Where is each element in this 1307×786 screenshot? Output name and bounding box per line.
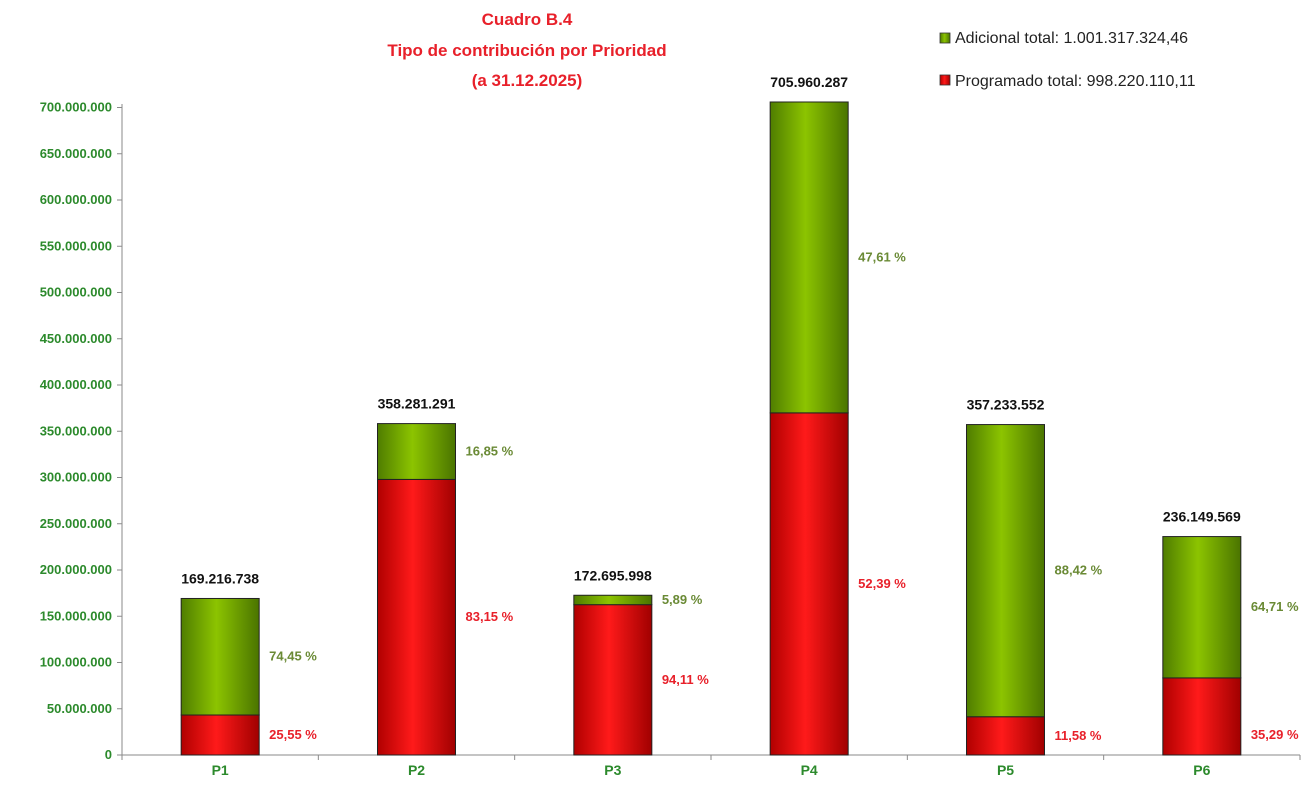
y-tick-label: 550.000.000 bbox=[40, 238, 112, 253]
bar-adicional-p4 bbox=[769, 101, 849, 414]
pct-label-adicional-p4: 47,61 % bbox=[858, 249, 906, 264]
y-tick-label: 200.000.000 bbox=[40, 562, 112, 577]
legend-swatch-adicional bbox=[939, 32, 951, 44]
bar-programado-p1 bbox=[180, 714, 260, 756]
x-tick-label: P6 bbox=[1193, 762, 1210, 778]
bar-adicional-p1 bbox=[180, 597, 260, 716]
x-tick-label: P4 bbox=[801, 762, 818, 778]
pct-label-programado-p2: 83,15 % bbox=[466, 609, 514, 624]
pct-label-programado-p4: 52,39 % bbox=[858, 576, 906, 591]
pct-label-programado-p3: 94,11 % bbox=[662, 672, 709, 687]
legend-label-adicional: Adicional total: 1.001.317.324,46 bbox=[955, 30, 1188, 47]
y-tick-label: 300.000.000 bbox=[40, 470, 112, 485]
pct-label-programado-p1: 25,55 % bbox=[269, 727, 317, 742]
x-tick-label: P2 bbox=[408, 762, 425, 778]
bar-programado-p4 bbox=[769, 412, 849, 756]
y-tick-label: 700.000.000 bbox=[40, 100, 112, 115]
y-tick-label: 50.000.000 bbox=[47, 701, 112, 716]
bar-programado-p5 bbox=[966, 716, 1045, 756]
legend-swatch-programado bbox=[939, 74, 951, 86]
bar-adicional-p5 bbox=[966, 424, 1045, 718]
pct-label-adicional-p5: 88,42 % bbox=[1055, 563, 1103, 578]
total-label-p4: 705.960.287 bbox=[770, 74, 848, 90]
y-tick-label: 100.000.000 bbox=[40, 655, 112, 670]
pct-label-programado-p6: 35,29 % bbox=[1251, 727, 1299, 742]
pct-label-adicional-p2: 16,85 % bbox=[466, 444, 514, 459]
total-label-p6: 236.149.569 bbox=[1163, 509, 1241, 525]
y-tick-label: 0 bbox=[105, 747, 112, 762]
pct-label-adicional-p3: 5,89 % bbox=[662, 592, 703, 607]
total-label-p3: 172.695.998 bbox=[574, 567, 652, 583]
bar-programado-p2 bbox=[377, 478, 456, 756]
y-tick-label: 600.000.000 bbox=[40, 192, 112, 207]
y-tick-label: 400.000.000 bbox=[40, 377, 112, 392]
pct-label-adicional-p1: 74,45 % bbox=[269, 649, 317, 664]
legend-label-programado: Programado total: 998.220.110,11 bbox=[955, 73, 1196, 90]
title-line-1: Cuadro B.4 bbox=[482, 10, 573, 29]
x-tick-label: P5 bbox=[997, 762, 1014, 778]
total-label-p2: 358.281.291 bbox=[378, 396, 456, 412]
y-axis: 0 50.000.000 100.000.000 150.000.000 200.000… bbox=[40, 100, 123, 762]
total-label-p5: 357.233.552 bbox=[967, 397, 1045, 413]
bar-adicional-p6 bbox=[1162, 536, 1242, 679]
y-tick-label: 500.000.000 bbox=[40, 285, 112, 300]
bar-adicional-p3 bbox=[573, 594, 653, 606]
x-axis: P1 P2 P3 P4 P5 P6 bbox=[121, 754, 1301, 778]
title-line-3: (a 31.12.2025) bbox=[472, 71, 583, 90]
y-tick-label: 450.000.000 bbox=[40, 331, 112, 346]
pct-label-programado-p5: 11,58 % bbox=[1055, 728, 1102, 743]
bar-programado-p3 bbox=[573, 604, 653, 756]
legend: Adicional total: 1.001.317.324,46 Progra… bbox=[939, 30, 1196, 90]
bar-programado-p6 bbox=[1162, 677, 1242, 756]
bar-adicional-p2 bbox=[377, 423, 456, 480]
chart-title: Cuadro B.4 Tipo de contribución por Prio… bbox=[387, 10, 666, 90]
title-line-2: Tipo de contribución por Prioridad bbox=[387, 41, 666, 60]
data-labels: 169.216.738 74,45 % 25,55 % 358.281.291 16,8… bbox=[181, 74, 1299, 743]
y-tick-label: 650.000.000 bbox=[40, 146, 112, 161]
x-tick-label: P1 bbox=[212, 762, 229, 778]
pct-label-adicional-p6: 64,71 % bbox=[1251, 599, 1299, 614]
y-tick-label: 150.000.000 bbox=[40, 608, 112, 623]
y-tick-label: 350.000.000 bbox=[40, 423, 112, 438]
y-tick-label: 250.000.000 bbox=[40, 516, 112, 531]
bars bbox=[180, 101, 1242, 756]
x-tick-label: P3 bbox=[604, 762, 621, 778]
total-label-p1: 169.216.738 bbox=[181, 570, 259, 586]
